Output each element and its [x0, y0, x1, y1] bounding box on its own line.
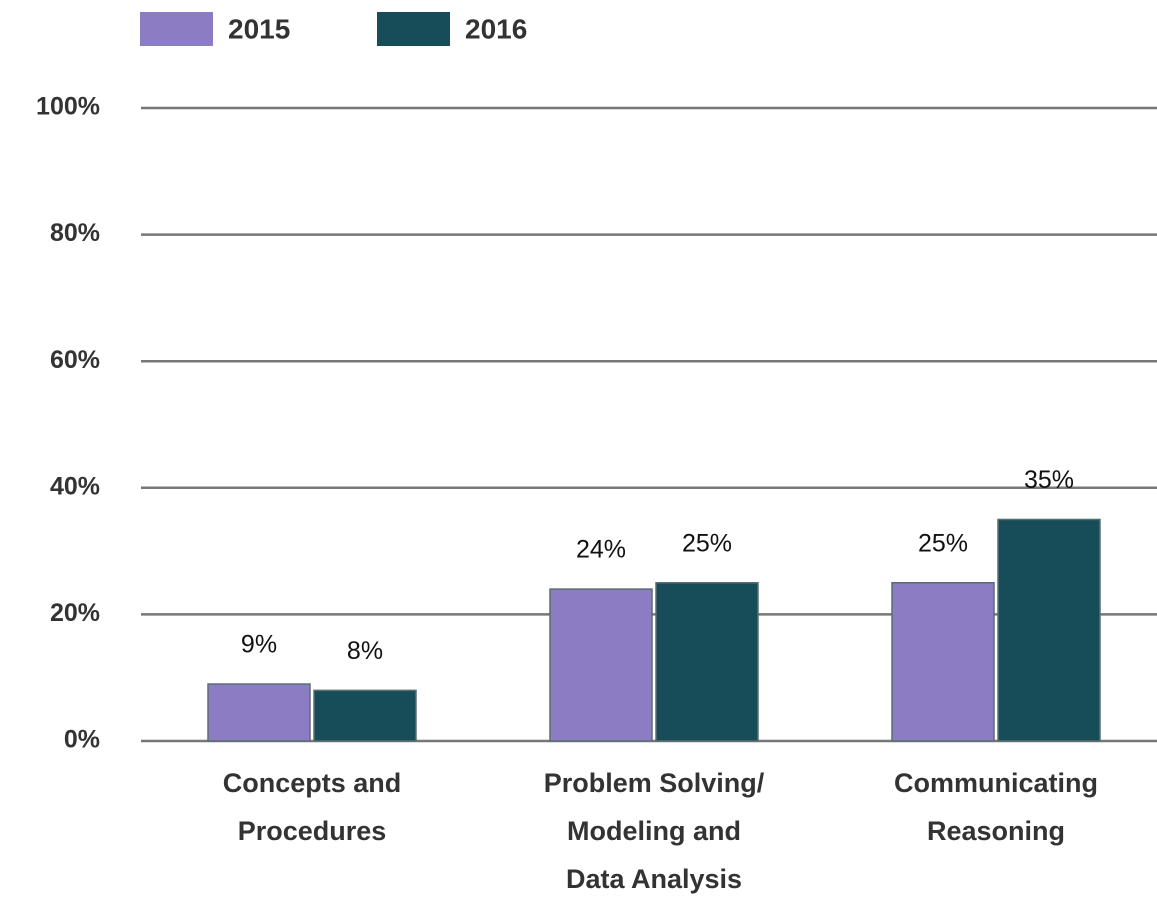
- value-label: 9%: [241, 631, 277, 659]
- x-tick-label: Data Analysis: [566, 864, 742, 894]
- bar: [891, 582, 995, 742]
- legend-swatch: [140, 12, 213, 46]
- x-tick-label: Reasoning: [927, 816, 1065, 846]
- x-tick-label: Procedures: [238, 816, 387, 846]
- bar: [655, 582, 759, 742]
- bar: [997, 518, 1101, 742]
- bar: [549, 588, 653, 742]
- value-label: 35%: [1024, 466, 1074, 494]
- x-tick-label: Modeling and: [567, 816, 741, 846]
- value-label: 25%: [682, 529, 732, 557]
- legend-swatch: [377, 12, 450, 46]
- y-tick-label: 100%: [36, 93, 100, 121]
- y-tick-label: 40%: [50, 472, 100, 500]
- x-tick-label: Problem Solving/: [544, 768, 765, 798]
- x-tick-label: Communicating: [894, 768, 1098, 798]
- value-label: 25%: [918, 529, 968, 557]
- legend-label: 2016: [465, 13, 527, 44]
- y-tick-label: 20%: [50, 599, 100, 627]
- bar: [313, 689, 417, 742]
- y-tick-label: 80%: [50, 219, 100, 247]
- y-tick-label: 0%: [64, 726, 100, 754]
- bar: [207, 683, 311, 742]
- legend-label: 2015: [228, 13, 290, 44]
- y-tick-label: 60%: [50, 346, 100, 374]
- x-tick-label: Concepts and: [223, 768, 402, 798]
- value-label: 8%: [347, 637, 383, 665]
- value-label: 24%: [576, 536, 626, 564]
